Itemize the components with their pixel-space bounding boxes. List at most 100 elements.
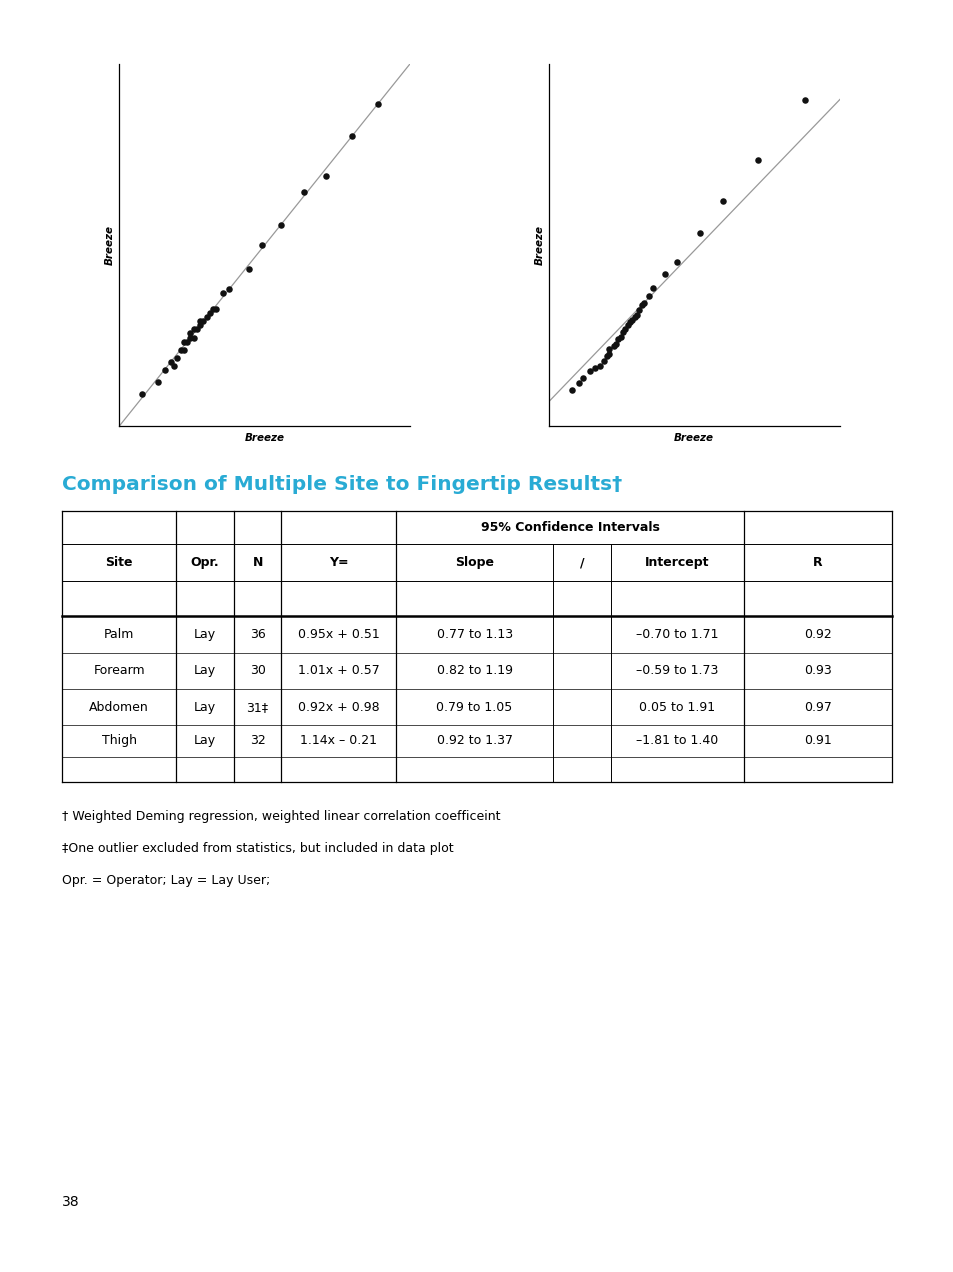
Text: /: / [579,556,583,570]
Text: N: N [253,556,262,570]
Text: 30: 30 [250,664,265,678]
Text: 0.05 ​to​ 1.91: 0.05 ​to​ 1.91 [639,701,715,714]
Point [202,303,217,323]
Point [241,259,256,280]
Text: 1.01x + 0.57: 1.01x + 0.57 [297,664,379,678]
Text: 0.92: 0.92 [803,627,831,641]
Text: –0.59 ​to​ 1.73: –0.59 ​to​ 1.73 [636,664,718,678]
Text: 0.82 ​to​ 1.19: 0.82 ​to​ 1.19 [436,664,512,678]
Text: † Weighted Deming regression, weighted linear correlation coefficeint: † Weighted Deming regression, weighted l… [62,810,500,823]
Text: 1.14x – 0.21: 1.14x – 0.21 [300,734,376,748]
Point [295,182,311,202]
Point [608,333,623,354]
Point [183,327,198,347]
Point [715,191,730,211]
Point [221,279,236,299]
Point [605,336,620,356]
Point [657,263,672,284]
Text: 0.92 ​to​ 1.37: 0.92 ​to​ 1.37 [436,734,512,748]
Point [587,357,602,378]
Point [209,299,224,319]
Point [253,234,269,254]
Point [318,167,334,187]
Point [156,360,172,380]
Point [189,319,204,340]
Text: Palm: Palm [104,627,134,641]
Text: Lay: Lay [193,734,216,748]
Point [198,307,213,327]
Text: 0.91: 0.91 [803,734,831,748]
Text: 0.79 ​to​ 1.05: 0.79 ​to​ 1.05 [436,701,512,714]
Text: Lay: Lay [193,627,216,641]
Point [273,215,288,235]
Text: Comparison of Multiple Site to Fingertip Results†: Comparison of Multiple Site to Fingertip… [62,474,621,494]
Point [176,340,192,360]
Text: Lay: Lay [193,664,216,678]
Point [170,347,185,368]
Text: Intercept: Intercept [644,556,709,570]
Point [631,300,646,321]
Point [193,312,208,332]
Point [600,343,616,364]
Text: 0.92x + 0.98: 0.92x + 0.98 [297,701,379,714]
Text: Slope: Slope [455,556,494,570]
Text: Thigh: Thigh [102,734,136,748]
Point [167,355,182,377]
Point [186,319,201,340]
Point [344,126,359,146]
Text: 31‡: 31‡ [246,701,269,714]
Point [629,305,644,326]
Text: 0.93: 0.93 [803,664,831,678]
Point [176,331,192,351]
Text: Site: Site [106,556,132,570]
Text: Y=: Y= [329,556,348,570]
Text: Forearm: Forearm [93,664,145,678]
Y-axis label: Breeze: Breeze [534,225,544,265]
Point [640,285,656,305]
Point [615,322,630,342]
X-axis label: Breeze: Breeze [674,432,713,443]
Text: 0.97: 0.97 [803,701,831,714]
Point [597,351,612,371]
Point [563,379,578,399]
Point [214,282,230,303]
Text: Abdomen: Abdomen [90,701,149,714]
Point [636,293,651,313]
Point [370,94,385,114]
Text: Lay: Lay [193,701,216,714]
Point [151,371,166,392]
Text: 38: 38 [62,1194,79,1208]
Point [582,360,598,380]
Point [796,89,811,111]
Point [668,252,683,272]
Point [619,314,635,335]
Point [571,373,586,393]
Point [193,315,208,336]
Point [205,299,220,319]
X-axis label: Breeze: Breeze [245,432,284,443]
Point [624,309,639,329]
Point [750,150,765,170]
Point [598,346,614,366]
Point [183,323,198,343]
Point [645,279,660,299]
Point [621,312,637,332]
Point [592,355,607,375]
Point [163,351,178,371]
Text: Opr. = Operator; Lay = Lay User;: Opr. = Operator; Lay = Lay User; [62,874,270,887]
Text: 0.95x + 0.51: 0.95x + 0.51 [297,627,379,641]
Text: 36: 36 [250,627,265,641]
Text: –1.81 ​to​ 1.40: –1.81 ​to​ 1.40 [636,734,718,748]
Point [610,329,625,350]
Point [134,384,150,404]
Text: 32: 32 [250,734,265,748]
Point [172,340,188,360]
Point [186,327,201,347]
Point [618,319,633,340]
Text: –0.70 ​to​ 1.71: –0.70 ​to​ 1.71 [636,627,718,641]
Point [634,295,649,315]
Point [613,327,628,347]
Point [179,331,194,351]
Point [600,338,616,359]
Text: 0.77 ​to​ 1.13: 0.77 ​to​ 1.13 [436,627,512,641]
